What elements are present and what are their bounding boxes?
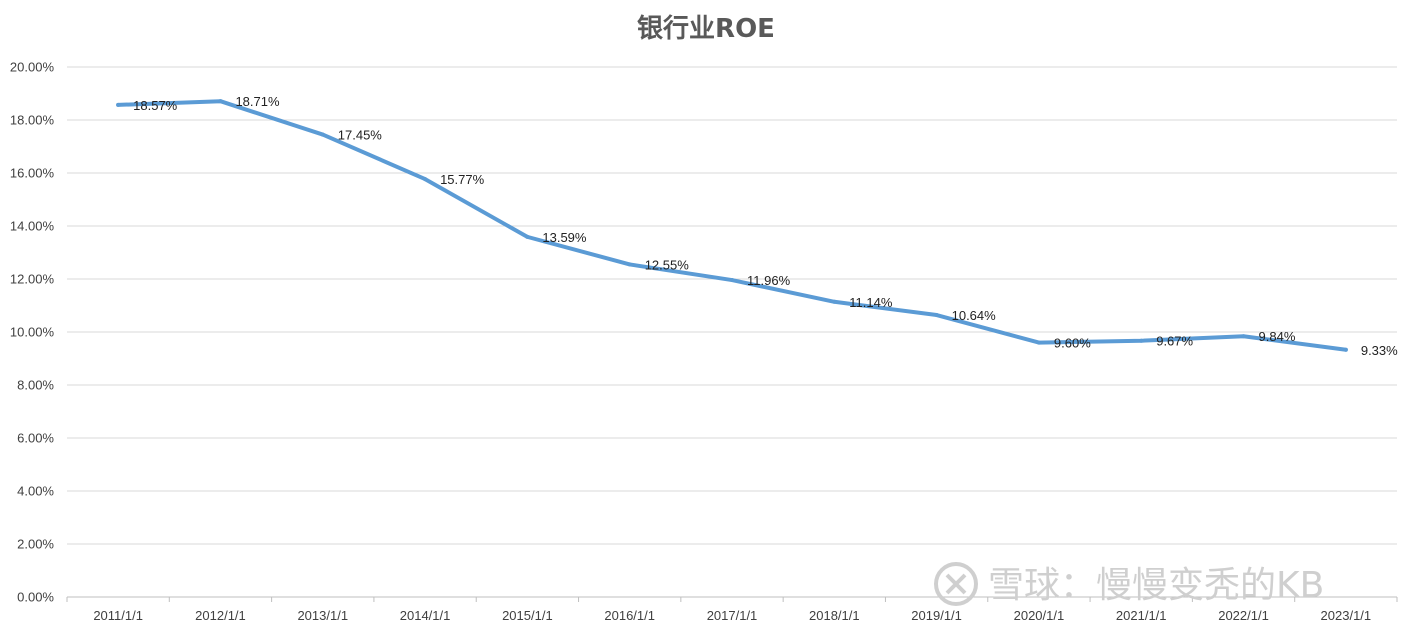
data-point <box>525 234 530 239</box>
x-tick-label: 2017/1/1 <box>707 608 758 623</box>
data-label: 15.77% <box>440 172 485 187</box>
data-label: 17.45% <box>338 128 383 143</box>
data-label: 9.33% <box>1361 343 1398 358</box>
y-tick-label: 12.00% <box>10 272 55 287</box>
y-tick-label: 6.00% <box>17 431 54 446</box>
y-tick-label: 10.00% <box>10 325 55 340</box>
data-label: 11.96% <box>747 273 791 288</box>
y-tick-label: 20.00% <box>10 60 55 75</box>
data-label: 18.57% <box>133 98 178 113</box>
data-labels: 18.57% 18.71% 17.45% 15.77% 13.59% 12.55% 11.9… <box>133 94 1398 358</box>
y-tick-label: 16.00% <box>10 166 55 181</box>
data-label: 9.60% <box>1054 336 1091 351</box>
x-axis <box>66 596 1398 602</box>
data-label: 9.84% <box>1259 329 1296 344</box>
x-tick-label: 2014/1/1 <box>400 608 451 623</box>
roe-series-line <box>116 99 1348 352</box>
y-tick-label: 18.00% <box>10 113 55 128</box>
y-tick-label: 14.00% <box>10 219 55 234</box>
x-tick-label: 2020/1/1 <box>1014 608 1065 623</box>
x-tick-label: 2018/1/1 <box>809 608 860 623</box>
x-tick-label: 2022/1/1 <box>1218 608 1269 623</box>
y-tick-label: 2.00% <box>17 537 54 552</box>
data-point <box>627 262 632 267</box>
data-point <box>730 278 734 283</box>
x-tick-label: 2012/1/1 <box>195 608 246 623</box>
y-tick-label: 8.00% <box>17 378 54 393</box>
data-point <box>116 102 121 107</box>
series-roe <box>116 99 1348 352</box>
data-point <box>320 132 325 137</box>
data-point <box>218 99 223 104</box>
data-label: 12.55% <box>645 257 690 272</box>
data-label: 18.71% <box>235 94 280 109</box>
chart-title: 银行业ROE <box>637 13 775 44</box>
data-point <box>832 299 837 304</box>
data-label: 13.59% <box>542 230 587 245</box>
x-tick-label: 2021/1/1 <box>1116 608 1167 623</box>
x-tick-label: 2013/1/1 <box>297 608 348 623</box>
data-label: 10.64% <box>952 308 997 323</box>
x-tick-label: 2023/1/1 <box>1321 608 1372 623</box>
data-point <box>1241 334 1246 339</box>
watermark-text: 雪球：慢慢变秃的KB <box>988 565 1324 606</box>
data-label: 9.67% <box>1156 334 1193 349</box>
snowball-logo-icon <box>934 562 978 606</box>
data-point <box>1343 347 1348 352</box>
x-tick-label: 2011/1/1 <box>93 608 143 623</box>
x-tick-label: 2015/1/1 <box>502 608 553 623</box>
data-point <box>934 313 939 318</box>
x-axis-tick-labels: 2011/1/1 2012/1/1 2013/1/1 2014/1/1 2015/1/1… <box>93 608 1371 623</box>
data-point <box>423 177 428 182</box>
x-tick-label: 2019/1/1 <box>911 608 962 623</box>
y-tick-label: 0.00% <box>17 590 54 605</box>
y-tick-label: 4.00% <box>17 484 54 499</box>
data-point <box>1036 340 1041 345</box>
x-tick-label: 2016/1/1 <box>604 608 655 623</box>
y-axis-tick-labels: 0.00% 2.00% 4.00% 6.00% 8.00% 10.00% 12.00% 14.… <box>10 60 55 605</box>
gridlines <box>67 66 1397 545</box>
watermark: 雪球：慢慢变秃的KB <box>934 562 1324 606</box>
data-label: 11.14% <box>849 295 893 310</box>
data-point <box>1139 338 1144 343</box>
